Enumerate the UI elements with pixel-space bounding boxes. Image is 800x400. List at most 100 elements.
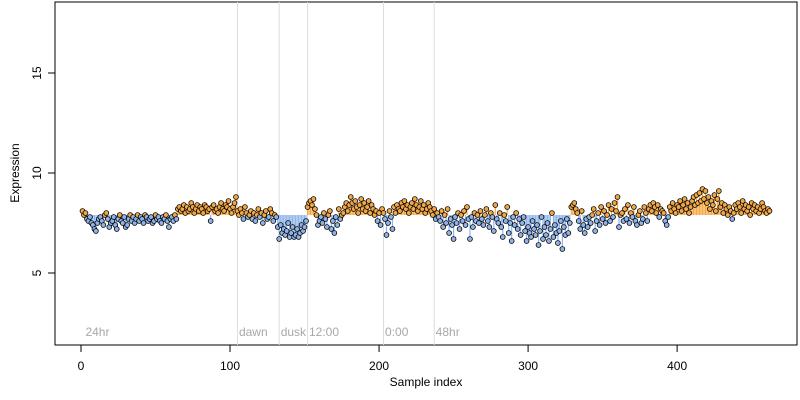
point	[565, 230, 572, 236]
point	[443, 220, 449, 226]
point	[660, 210, 667, 216]
point	[608, 206, 615, 212]
point	[534, 222, 540, 228]
point	[541, 224, 548, 230]
point	[324, 224, 330, 230]
annotation: 12:00	[309, 325, 339, 339]
point	[614, 194, 621, 200]
point	[502, 218, 509, 224]
y-tick-label: 10	[30, 166, 44, 180]
point	[561, 224, 567, 230]
point	[605, 202, 612, 208]
point	[672, 210, 679, 216]
point	[626, 220, 633, 226]
point	[119, 220, 126, 226]
point	[313, 212, 320, 218]
point	[514, 226, 521, 232]
point	[301, 224, 308, 230]
point	[590, 206, 597, 212]
point	[355, 210, 361, 216]
point	[200, 210, 206, 216]
annotation: 24hr	[85, 325, 109, 339]
point	[319, 220, 326, 226]
point	[613, 208, 619, 214]
point	[730, 210, 737, 216]
point	[240, 216, 247, 222]
point	[716, 188, 722, 194]
point	[336, 206, 342, 212]
point	[643, 210, 649, 216]
point	[663, 222, 670, 228]
point	[675, 204, 682, 210]
point	[589, 212, 595, 218]
point	[678, 208, 685, 214]
point	[522, 228, 528, 234]
point	[386, 208, 393, 214]
point	[462, 222, 469, 228]
point	[547, 226, 554, 232]
point	[383, 232, 390, 238]
point	[564, 216, 570, 222]
x-tick-label: 400	[667, 359, 687, 373]
point	[499, 234, 506, 240]
point	[474, 212, 481, 218]
point	[707, 206, 713, 212]
point	[489, 214, 496, 220]
point	[452, 214, 458, 220]
point	[459, 218, 466, 224]
point	[550, 234, 557, 240]
point	[504, 204, 511, 210]
point	[389, 226, 396, 232]
point	[538, 214, 545, 220]
point	[604, 212, 610, 218]
point	[347, 194, 354, 200]
point	[540, 236, 546, 242]
point	[218, 200, 224, 206]
point	[665, 214, 671, 220]
point	[328, 226, 335, 232]
point	[745, 204, 752, 210]
point	[637, 208, 643, 214]
x-tick-label: 0	[78, 359, 85, 373]
point	[729, 216, 736, 222]
point	[283, 228, 290, 234]
x-tick-label: 100	[220, 359, 240, 373]
point	[711, 192, 718, 198]
point	[510, 214, 516, 220]
point	[747, 212, 753, 218]
point	[464, 204, 470, 210]
point	[467, 236, 473, 242]
point	[505, 230, 512, 236]
point	[417, 198, 424, 204]
point	[453, 220, 460, 226]
point	[262, 208, 269, 214]
point	[429, 212, 436, 218]
point	[121, 214, 128, 220]
point	[531, 226, 537, 232]
point	[681, 196, 688, 202]
point	[495, 220, 502, 226]
point	[623, 216, 630, 222]
point	[704, 200, 710, 206]
point	[392, 210, 399, 216]
point	[498, 224, 505, 230]
point	[546, 238, 552, 244]
point	[388, 214, 394, 220]
point	[669, 200, 676, 206]
point	[105, 216, 111, 222]
point	[277, 222, 284, 228]
point	[374, 218, 381, 224]
point	[766, 208, 773, 214]
point	[356, 202, 363, 208]
point	[519, 220, 525, 226]
point	[491, 228, 497, 234]
point	[318, 214, 324, 220]
point	[592, 228, 598, 234]
point	[714, 196, 721, 202]
point	[385, 220, 391, 226]
point	[352, 198, 359, 204]
point	[397, 208, 403, 214]
point	[458, 212, 464, 218]
point	[574, 210, 581, 216]
point	[361, 200, 367, 206]
